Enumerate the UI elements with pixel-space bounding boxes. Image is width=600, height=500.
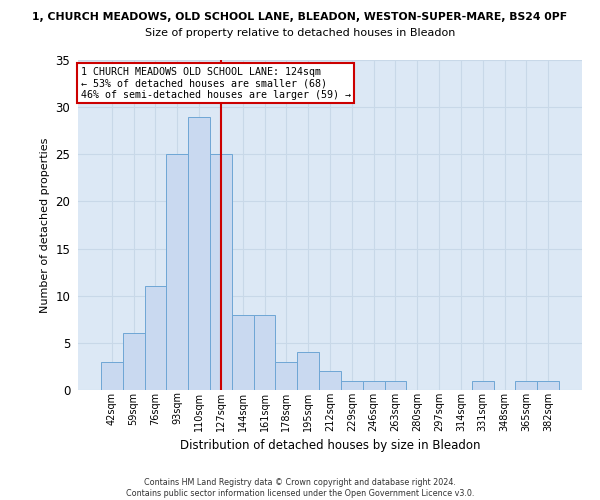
Bar	[472, 380, 494, 390]
Bar	[275, 362, 297, 390]
Bar	[232, 314, 254, 390]
X-axis label: Distribution of detached houses by size in Bleadon: Distribution of detached houses by size …	[180, 439, 480, 452]
Bar	[210, 154, 232, 390]
Bar	[166, 154, 188, 390]
Text: Size of property relative to detached houses in Bleadon: Size of property relative to detached ho…	[145, 28, 455, 38]
Bar	[123, 334, 145, 390]
Bar	[537, 380, 559, 390]
Text: 1, CHURCH MEADOWS, OLD SCHOOL LANE, BLEADON, WESTON-SUPER-MARE, BS24 0PF: 1, CHURCH MEADOWS, OLD SCHOOL LANE, BLEA…	[32, 12, 568, 22]
Text: Contains HM Land Registry data © Crown copyright and database right 2024.
Contai: Contains HM Land Registry data © Crown c…	[126, 478, 474, 498]
Y-axis label: Number of detached properties: Number of detached properties	[40, 138, 50, 312]
Bar	[515, 380, 537, 390]
Text: 1 CHURCH MEADOWS OLD SCHOOL LANE: 124sqm
← 53% of detached houses are smaller (6: 1 CHURCH MEADOWS OLD SCHOOL LANE: 124sqm…	[80, 66, 350, 100]
Bar	[341, 380, 363, 390]
Bar	[188, 116, 210, 390]
Bar	[145, 286, 166, 390]
Bar	[101, 362, 123, 390]
Bar	[363, 380, 385, 390]
Bar	[319, 371, 341, 390]
Bar	[254, 314, 275, 390]
Bar	[297, 352, 319, 390]
Bar	[385, 380, 406, 390]
